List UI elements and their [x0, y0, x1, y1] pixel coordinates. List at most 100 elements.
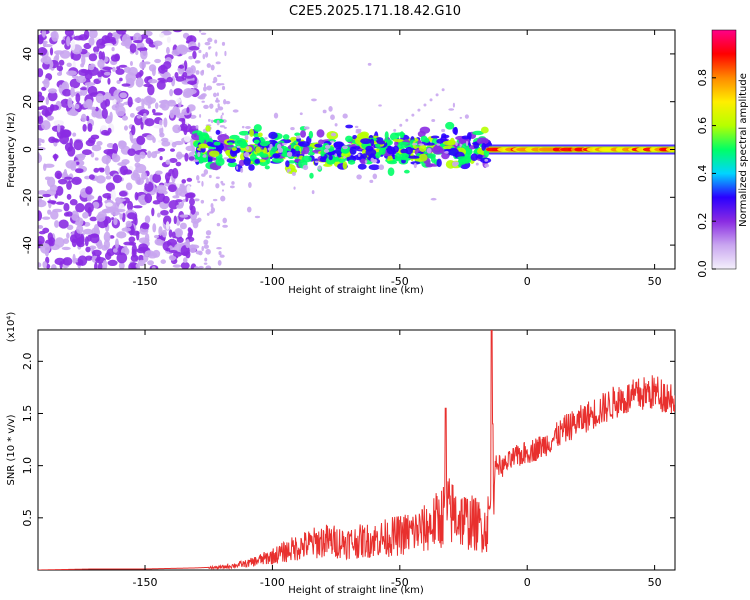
noise-blob — [155, 184, 167, 194]
noise-blob — [64, 30, 74, 37]
noise-blob — [101, 129, 110, 136]
band-blob — [359, 131, 370, 138]
noise-blob — [152, 137, 156, 144]
noise-blob — [158, 32, 165, 38]
noise-blob — [127, 212, 137, 220]
noise-blob — [47, 200, 57, 204]
streak-blob — [429, 98, 433, 102]
noise-blob — [209, 211, 214, 214]
noise-blob — [102, 260, 108, 269]
noise-blob — [67, 110, 79, 116]
noise-blob — [187, 227, 192, 233]
band-halo — [264, 137, 268, 140]
band-blob — [259, 136, 264, 141]
noise-blob — [186, 185, 191, 193]
noise-blob — [104, 43, 113, 47]
noise-blob — [168, 254, 177, 261]
noise-blob — [138, 243, 149, 252]
noise-blob — [172, 264, 182, 268]
band-halo — [412, 142, 418, 146]
noise-blob — [162, 195, 170, 204]
noise-blob — [200, 32, 207, 35]
noise-blob — [54, 237, 65, 248]
noise-blob — [158, 119, 163, 127]
noise-blob — [104, 165, 110, 176]
band-halo — [286, 169, 290, 173]
snr-frame — [37, 329, 676, 571]
band-blob — [229, 134, 240, 140]
noise-blob — [134, 97, 143, 103]
noise-blob — [169, 208, 174, 214]
noise-blob — [92, 46, 100, 53]
band-halo — [342, 145, 348, 150]
noise-blob — [121, 227, 132, 232]
noise-blob — [195, 211, 200, 216]
noise-blob — [188, 156, 195, 161]
noise-blob — [140, 48, 148, 60]
noise-blob — [124, 125, 128, 131]
noise-blob — [147, 79, 158, 84]
band-halo — [231, 181, 235, 185]
noise-blob — [85, 139, 95, 147]
noise-blob — [166, 76, 173, 83]
noise-blob — [46, 115, 55, 121]
noise-blob — [175, 199, 183, 203]
noise-blob — [119, 140, 127, 148]
noise-blob — [125, 220, 132, 228]
noise-blob — [221, 85, 226, 91]
noise-blob — [195, 70, 200, 75]
noise-blob — [95, 93, 104, 104]
noise-blob — [152, 249, 161, 258]
noise-blob — [88, 37, 95, 46]
noise-blob — [133, 40, 143, 44]
band-halo — [342, 113, 348, 119]
band-halo — [243, 151, 250, 158]
noise-blob — [77, 255, 88, 266]
noise-blob — [80, 63, 85, 68]
band-blob — [349, 146, 357, 155]
noise-blob — [210, 64, 215, 71]
noise-blob — [147, 97, 156, 104]
noise-blob — [128, 236, 136, 243]
noise-blob — [136, 135, 146, 146]
noise-blob — [152, 108, 156, 114]
band-halo — [444, 150, 449, 154]
noise-blob — [38, 210, 43, 222]
noise-blob — [75, 168, 84, 174]
noise-blob — [46, 176, 56, 188]
noise-blob — [85, 115, 90, 122]
band-blob — [300, 130, 307, 138]
band-blob — [368, 164, 381, 171]
band-halo — [229, 185, 235, 189]
noise-blob — [50, 210, 59, 220]
noise-blob — [84, 236, 89, 247]
noise-blob — [97, 71, 103, 78]
noise-blob — [75, 217, 84, 227]
band-halo — [372, 173, 378, 180]
noise-blob — [66, 232, 70, 239]
band-halo — [330, 114, 335, 121]
streak-blob — [399, 123, 403, 127]
band-halo — [459, 116, 463, 119]
noise-blob — [200, 199, 205, 204]
band-blob — [394, 132, 406, 136]
noise-blob — [217, 106, 224, 111]
noise-blob — [92, 201, 100, 209]
noise-blob — [69, 234, 78, 243]
noise-blob — [207, 37, 213, 43]
noise-blob — [186, 106, 190, 114]
band-halo — [378, 104, 382, 107]
noise-blob — [45, 106, 53, 116]
noise-blob — [183, 135, 191, 143]
noise-blob — [158, 226, 163, 236]
noise-blob — [114, 208, 126, 213]
band-blob — [426, 153, 436, 159]
noise-blob — [155, 170, 163, 175]
band-blob — [200, 143, 206, 147]
noise-blob — [215, 176, 220, 179]
noise-blob — [206, 85, 213, 91]
noise-blob — [96, 141, 103, 146]
band-blob — [215, 157, 225, 167]
noise-blob — [72, 132, 77, 137]
band-halo — [431, 118, 436, 122]
